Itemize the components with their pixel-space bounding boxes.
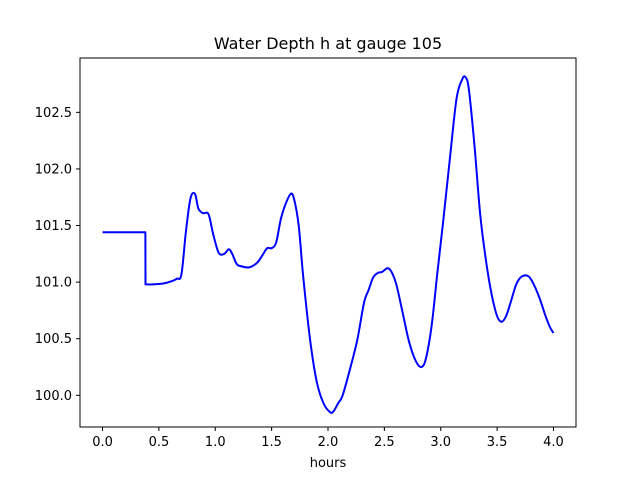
plot-frame [79,57,577,428]
y-tick-label: 102.5 [35,106,72,121]
x-tick-label: 0.5 [149,435,170,450]
x-tick-label: 4.0 [543,435,564,450]
ticks-layer: 0.0 0.5 1.0 1.5 2.0 2.5 3.0 3.5 4.0 100.0 100.5 101… [35,106,564,450]
y-tick-label: 100.0 [35,389,72,404]
y-tick-label: 101.5 [35,219,72,234]
chart-title: Water Depth h at gauge 105 [214,34,442,53]
x-tick-label: 3.5 [487,435,508,450]
x-tick-label: 1.0 [205,435,226,450]
x-axis-label: hours [310,456,347,471]
y-tick-label: 100.5 [35,332,72,347]
x-tick-label: 3.0 [430,435,451,450]
y-tick-label: 101.0 [35,276,72,291]
x-tick-label: 1.5 [261,435,282,450]
x-tick-label: 2.0 [318,435,339,450]
y-tick-label: 102.0 [35,162,72,177]
series-line [102,75,555,414]
x-tick-label: 0.0 [92,435,113,450]
x-tick-label: 2.5 [374,435,395,450]
